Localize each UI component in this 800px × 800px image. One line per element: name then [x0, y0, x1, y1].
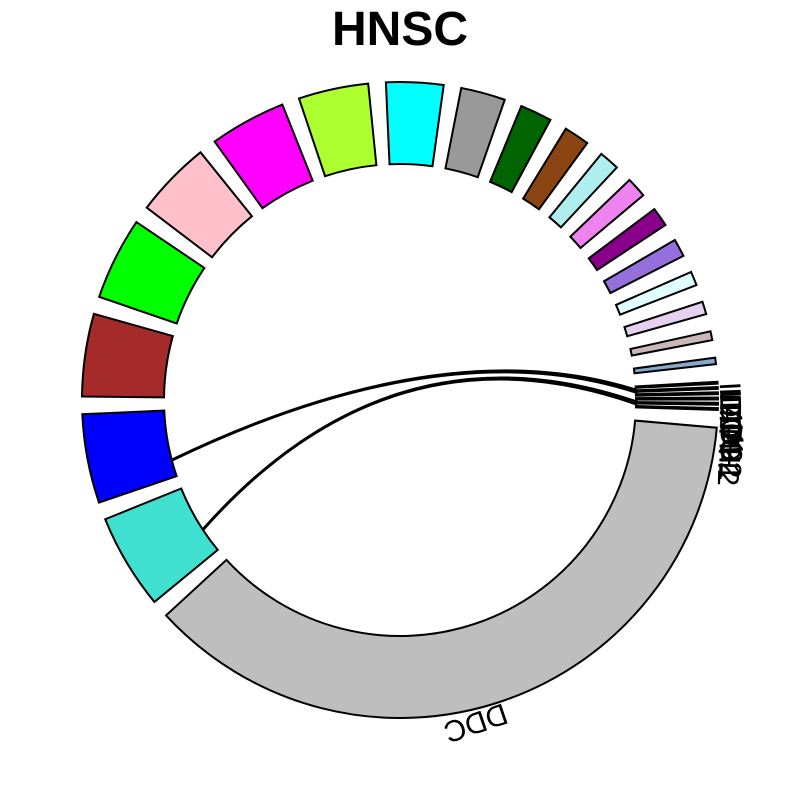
sector-label: IDO2	[713, 393, 747, 464]
sector-1	[103, 487, 220, 604]
sector-tph2	[634, 404, 719, 412]
sector-label: IL4I1	[713, 381, 750, 449]
sector-ddc	[164, 419, 718, 719]
sector-ido1	[634, 385, 719, 393]
sector-3	[81, 312, 175, 399]
sector-9	[444, 86, 507, 179]
sector-6	[213, 103, 314, 210]
sector-8	[384, 81, 445, 168]
sector-il4i1	[634, 380, 719, 389]
sector-18	[629, 330, 714, 357]
sector-label: TPH1	[712, 404, 746, 481]
sector-label: IDO1	[713, 387, 749, 458]
sector-4	[97, 220, 206, 325]
chord-link	[201, 376, 638, 531]
sector-12	[548, 152, 619, 229]
sector-15	[602, 238, 685, 295]
sector-tdo2	[634, 396, 720, 401]
sector-label: TPH2	[711, 409, 746, 487]
sector-11	[521, 127, 589, 211]
sector-17	[623, 300, 708, 338]
sector-19	[632, 356, 718, 375]
sector-13	[568, 178, 645, 250]
chart-title: HNSC	[331, 3, 468, 56]
sector-14	[587, 207, 667, 272]
sector-7	[297, 82, 378, 178]
sector-2	[81, 409, 178, 504]
sector-16	[614, 270, 698, 316]
sector-tph1	[634, 401, 719, 406]
sector-label: TDO2	[713, 398, 746, 478]
sector-10	[488, 104, 552, 194]
sector-5	[145, 150, 254, 259]
sector-ido2	[634, 391, 719, 397]
